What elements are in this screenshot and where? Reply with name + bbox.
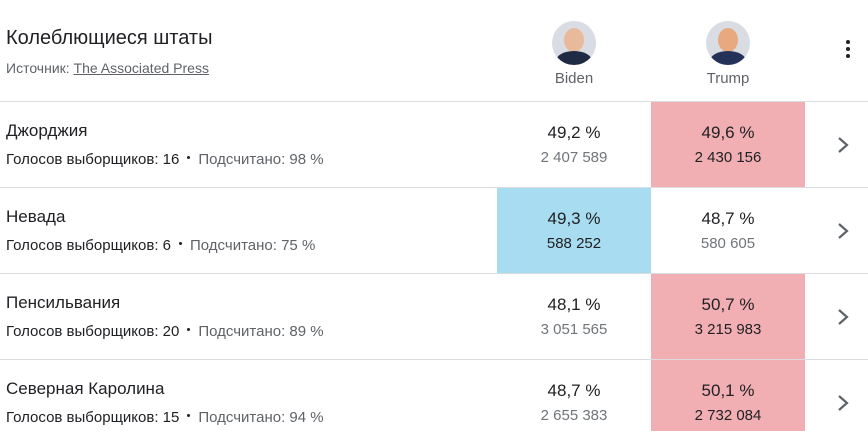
state-row[interactable]: 48,1 % 3 051 565 50,7 % 3 215 983 Пенсильван… xyxy=(0,273,868,360)
vote-count: 588 252 xyxy=(546,235,602,252)
chevron-icon xyxy=(838,137,849,153)
chevron-icon xyxy=(838,309,849,325)
result-cell: 48,7 % 580 605 xyxy=(651,188,805,274)
vote-count: 2 655 383 xyxy=(540,407,608,424)
state-row[interactable]: 48,7 % 2 655 383 50,1 % 2 732 084 Северная К… xyxy=(0,359,868,431)
vote-count: 2 430 156 xyxy=(694,149,762,166)
result-cell: 48,1 % 3 051 565 xyxy=(497,274,651,360)
state-meta: Голосов выборщиков: 16 Подсчитано: 98 % xyxy=(6,151,324,168)
result-cell: 50,7 % 3 215 983 xyxy=(651,274,805,360)
state-meta: Голосов выборщиков: 20 Подсчитано: 89 % xyxy=(6,323,324,340)
vote-percent: 48,7 % xyxy=(701,209,755,228)
state-name: Пенсильвания xyxy=(6,293,121,312)
candidate-name: Trump xyxy=(706,70,750,87)
electors: Голосов выборщиков: 15 xyxy=(6,409,180,426)
vote-percent: 48,7 % xyxy=(547,381,601,400)
counted: Подсчитано: 89 % xyxy=(198,323,324,340)
chevron-icon xyxy=(838,395,849,411)
vote-percent: 49,3 % xyxy=(547,209,601,228)
state-name: Северная Каролина xyxy=(6,379,165,398)
electors: Голосов выборщиков: 16 xyxy=(6,151,180,168)
card-title: Колеблющиеся штаты xyxy=(6,27,213,49)
vote-count: 2 407 589 xyxy=(540,149,608,166)
source-label: Источник: xyxy=(6,60,70,76)
result-cell: 48,7 % 2 655 383 xyxy=(497,360,651,431)
vote-percent: 50,7 % xyxy=(701,295,755,314)
counted: Подсчитано: 94 % xyxy=(198,409,324,426)
state-meta: Голосов выборщиков: 6 Подсчитано: 75 % xyxy=(6,237,315,254)
vote-percent: 49,6 % xyxy=(701,123,755,142)
result-cell: 49,6 % 2 430 156 xyxy=(651,102,805,188)
state-row[interactable]: 49,2 % 2 407 589 49,6 % 2 430 156 Джорджия Го… xyxy=(0,101,868,188)
separator xyxy=(179,242,183,245)
separator xyxy=(187,156,191,159)
counted: Подсчитано: 75 % xyxy=(190,237,316,254)
chevron-icon xyxy=(838,223,849,239)
candidate-photo xyxy=(552,21,596,65)
source: Источник: The Associated Press xyxy=(6,60,209,76)
vote-count: 3 215 983 xyxy=(694,321,762,338)
chevron xyxy=(836,136,850,159)
chevron xyxy=(836,394,850,417)
chevron xyxy=(836,308,850,331)
candidate-photo xyxy=(706,21,750,65)
state-row[interactable]: 49,3 % 588 252 48,7 % 580 605 Невада Голосов … xyxy=(0,187,868,274)
electors: Голосов выборщиков: 20 xyxy=(6,323,180,340)
separator xyxy=(187,328,191,331)
more-menu[interactable] xyxy=(846,40,850,61)
electors: Голосов выборщиков: 6 xyxy=(6,237,172,254)
state-name: Невада xyxy=(6,207,66,226)
chevron xyxy=(836,222,850,245)
state-meta: Голосов выборщиков: 15 Подсчитано: 94 % xyxy=(6,409,324,426)
vote-count: 3 051 565 xyxy=(540,321,608,338)
vote-percent: 48,1 % xyxy=(547,295,601,314)
vote-count: 580 605 xyxy=(700,235,756,252)
separator xyxy=(187,414,191,417)
result-cell: 49,2 % 2 407 589 xyxy=(497,102,651,188)
source-link[interactable]: The Associated Press xyxy=(73,60,209,76)
state-name: Джорджия xyxy=(6,121,88,140)
vote-percent: 50,1 % xyxy=(701,381,755,400)
counted: Подсчитано: 98 % xyxy=(198,151,324,168)
vote-percent: 49,2 % xyxy=(547,123,601,142)
result-cell: 50,1 % 2 732 084 xyxy=(651,360,805,431)
result-cell: 49,3 % 588 252 xyxy=(497,188,651,274)
vote-count: 2 732 084 xyxy=(694,407,762,424)
candidate-name: Biden xyxy=(554,70,594,87)
